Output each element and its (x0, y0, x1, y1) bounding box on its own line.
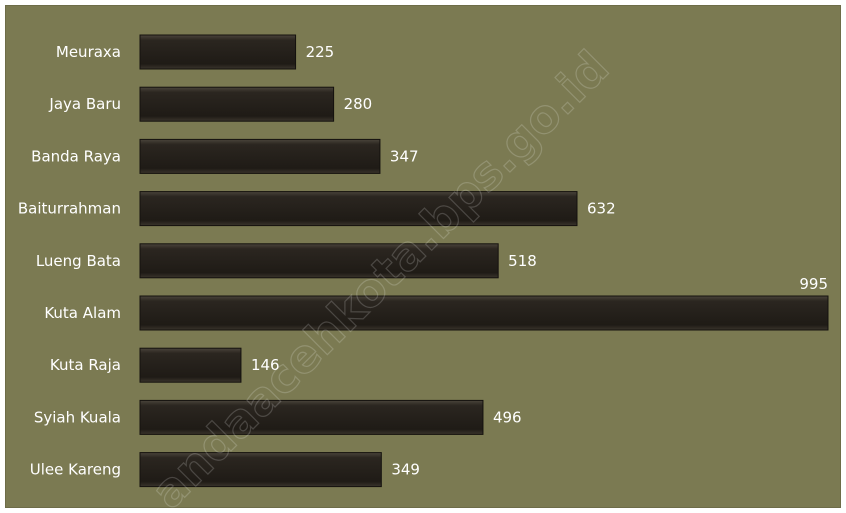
category-label: Banda Raya (31, 147, 121, 165)
value-label: 347 (390, 147, 419, 165)
chart-panel: Meuraxa 225 Jaya Baru 280 Banda Raya 347 Baitu… (5, 5, 841, 509)
category-label: Jaya Baru (48, 95, 121, 113)
value-label: 518 (508, 252, 537, 270)
bar (139, 295, 829, 331)
value-label: 632 (587, 200, 616, 218)
value-label: 146 (251, 356, 280, 374)
bar (139, 452, 382, 488)
category-label: Lueng Bata (36, 252, 121, 270)
bar (139, 138, 381, 174)
value-label: 349 (391, 461, 420, 479)
bar (139, 243, 499, 279)
bar-chart: Meuraxa 225 Jaya Baru 280 Banda Raya 347 Baitu… (18, 34, 829, 509)
value-label: 225 (306, 43, 335, 61)
category-label: Baiturrahman (18, 200, 121, 218)
value-label: 995 (799, 275, 828, 293)
bar (139, 347, 242, 383)
category-label: Kuta Raja (50, 356, 121, 374)
value-label: 280 (344, 95, 373, 113)
bar (139, 399, 484, 435)
category-label: Kuta Alam (44, 304, 121, 322)
value-label: 496 (493, 408, 522, 426)
bar (139, 34, 297, 70)
bar (139, 191, 578, 227)
bar (139, 86, 335, 122)
category-label: Ulee Kareng (30, 461, 121, 479)
category-label: Syiah Kuala (34, 408, 121, 426)
category-label: Meuraxa (56, 43, 121, 61)
